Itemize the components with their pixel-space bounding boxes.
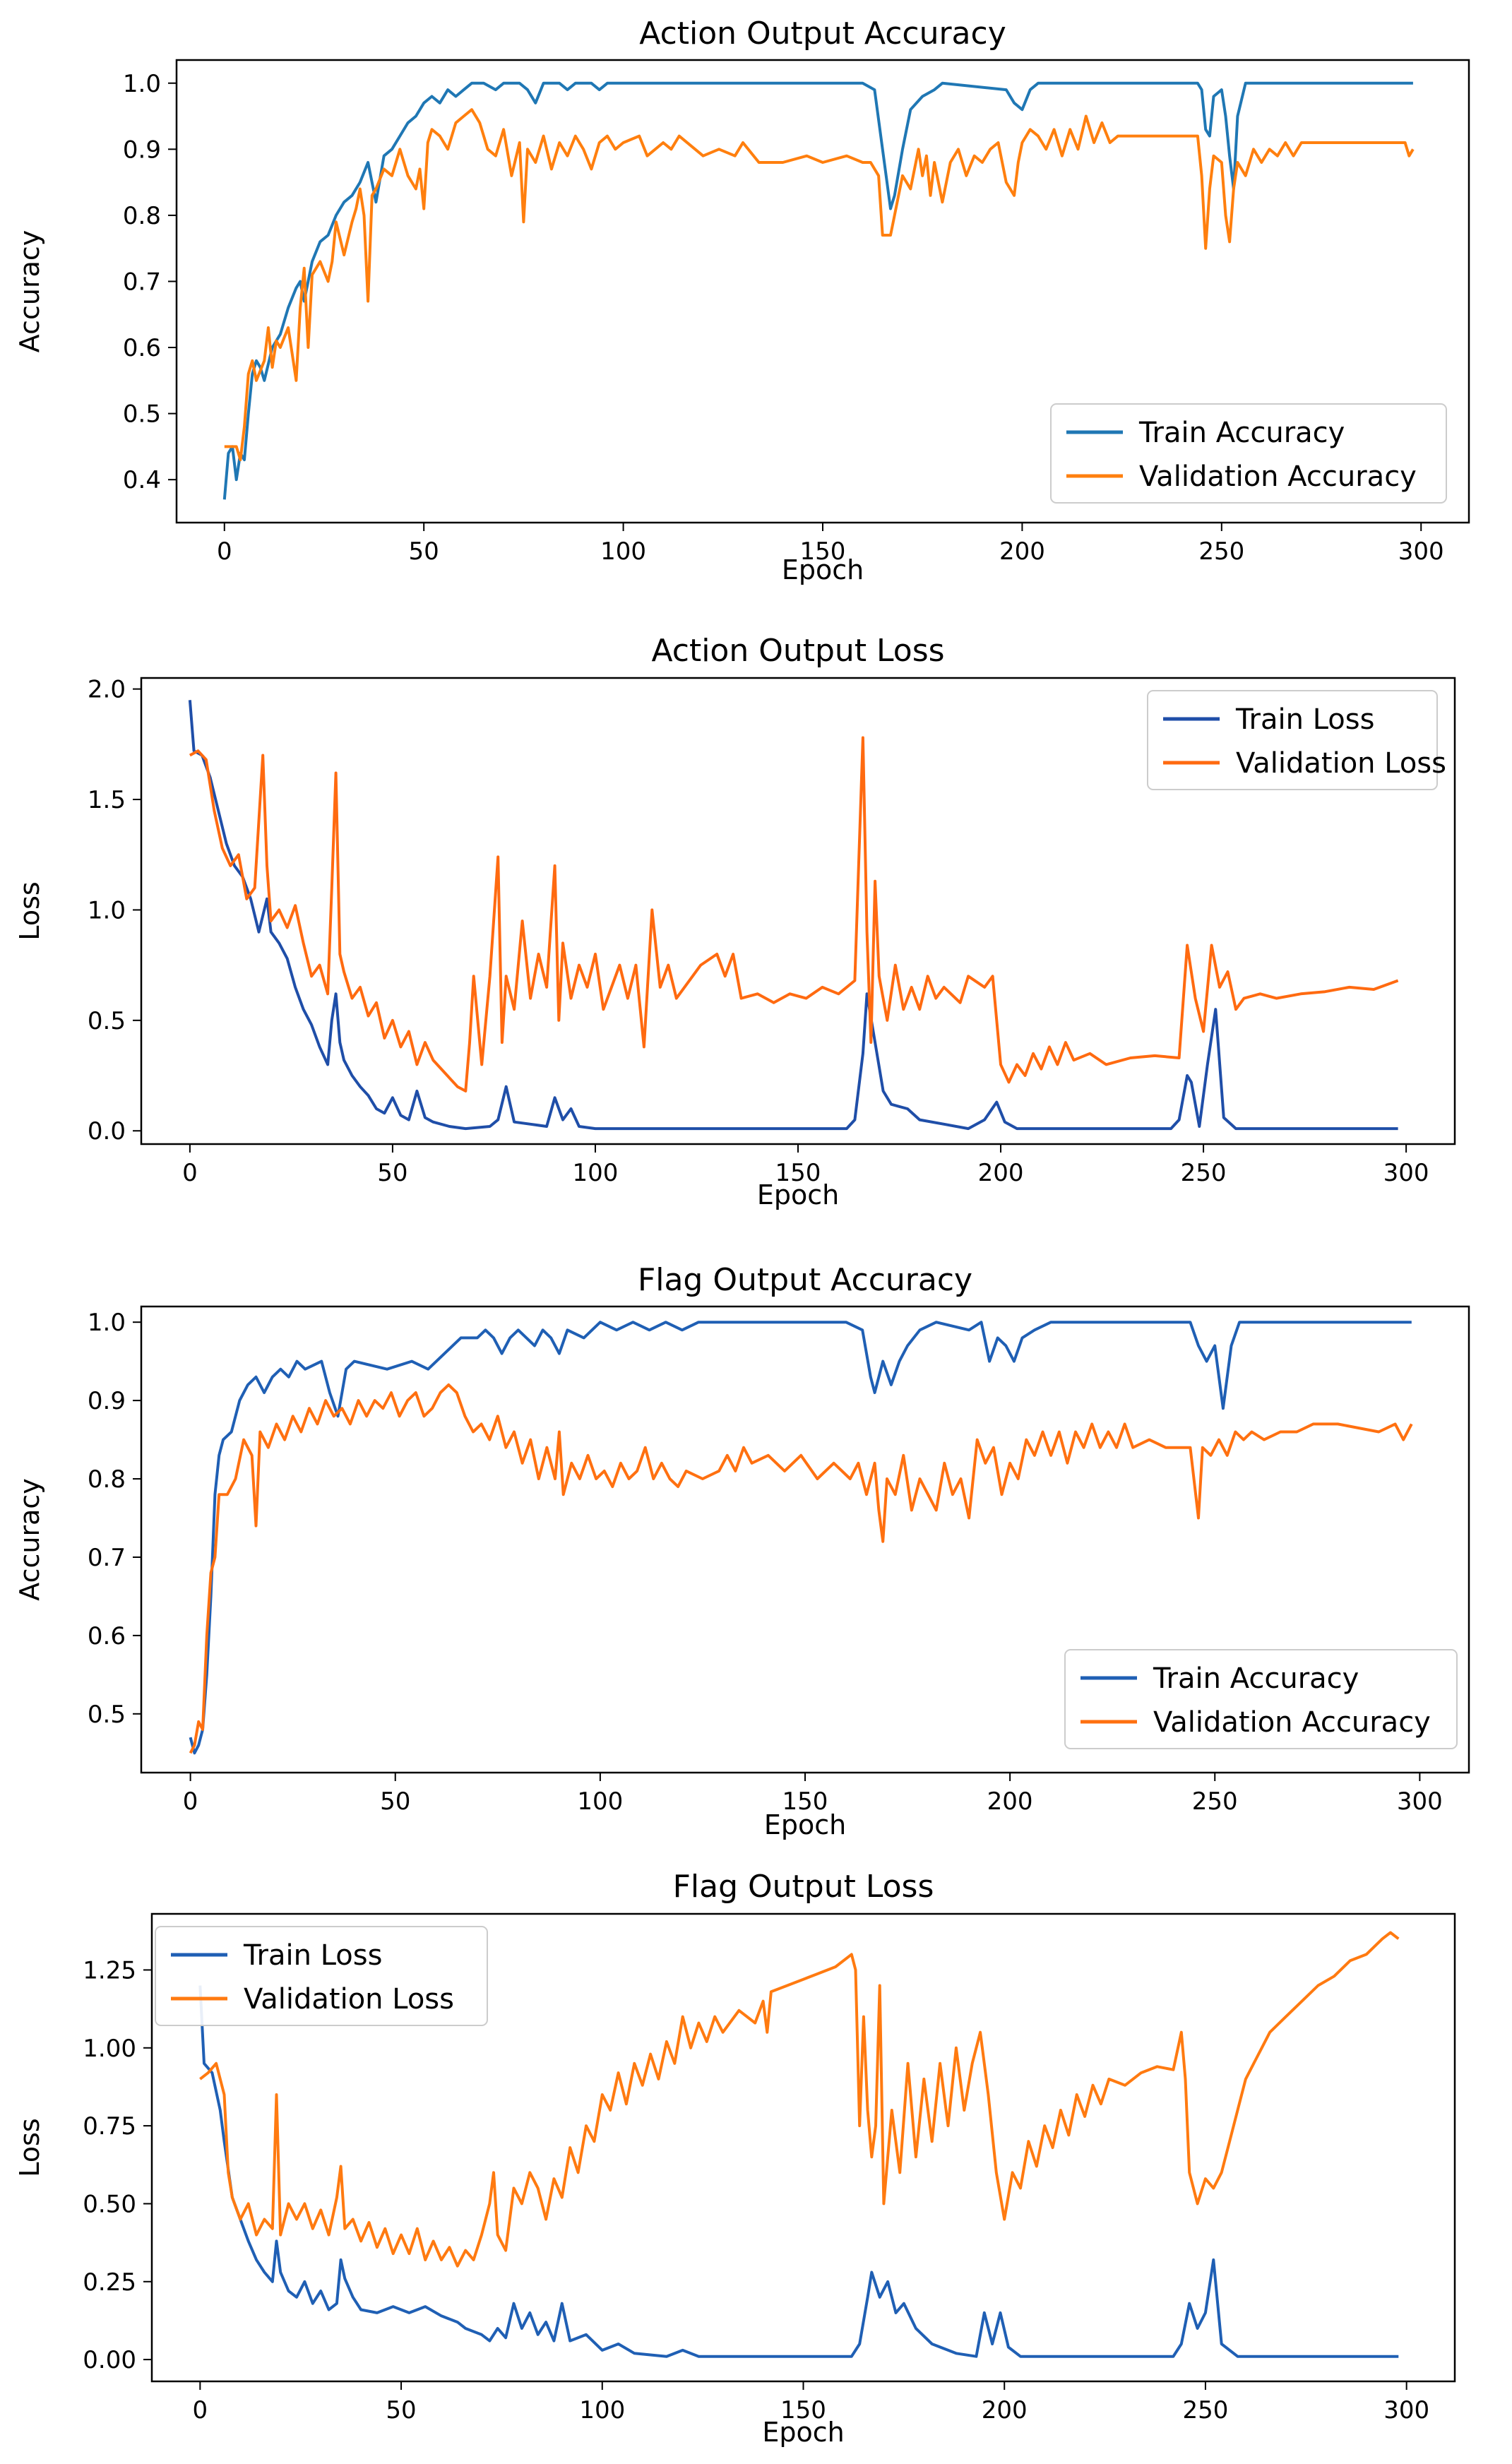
y-axis-label: Accuracy	[14, 230, 45, 353]
y-tick-label: 1.25	[83, 1956, 136, 1984]
legend-label: Validation Loss	[244, 1983, 454, 2016]
chart-3: Flag Output Accuracy 0 50 100 150 200 250 300 0.…	[14, 1262, 1470, 1840]
y-tick-label: 0.9	[88, 1387, 126, 1415]
y-tick-label: 0.50	[83, 2190, 136, 2218]
legend-box	[1050, 403, 1447, 504]
plot-frame	[140, 677, 1456, 1145]
x-tick-label: 250	[1192, 1787, 1238, 1816]
y-axis-label: Loss	[14, 881, 45, 940]
y-axis-label: Loss	[14, 2118, 45, 2177]
x-tick-label: 100	[573, 1159, 619, 1187]
series-line-train-loss	[188, 700, 1398, 1131]
y-tick-label: 0.7	[123, 268, 161, 296]
x-tick-label: 200	[987, 1787, 1033, 1816]
y-tick-label: 0.75	[83, 2112, 136, 2141]
x-tick-label: 250	[1198, 537, 1244, 566]
legend-label: Validation Accuracy	[1153, 1706, 1431, 1739]
plot-frame	[175, 59, 1470, 524]
legend-label: Train Accuracy	[1153, 1662, 1359, 1695]
x-tick-label: 150	[782, 1787, 828, 1816]
y-tick-label: 0.25	[83, 2268, 136, 2297]
y-tick-label: 0.5	[88, 1701, 126, 1729]
y-tick-label: 0.00	[83, 2346, 136, 2374]
y-tick-label: 1.0	[88, 1309, 126, 1337]
series-line-validation-accuracy	[224, 108, 1415, 462]
y-tick-label: 1.0	[88, 896, 126, 924]
y-tick-label: 0.8	[88, 1465, 126, 1494]
x-tick-label: 50	[386, 2396, 416, 2424]
legend-box	[1147, 690, 1438, 790]
chart-4: Flag Output Loss 0 50 100 150 200 250 300 0.00 0.…	[14, 1869, 1456, 2448]
x-axis-label: Epoch	[782, 554, 864, 585]
legend: Train Loss Validation Loss	[1147, 690, 1446, 790]
x-tick-label: 100	[577, 1787, 623, 1816]
y-tick-label: 2.0	[88, 676, 126, 704]
x-tick-label: 50	[409, 537, 439, 566]
legend-label: Train Loss	[1235, 703, 1374, 736]
legend: Train Accuracy Validation Accuracy	[1050, 403, 1447, 504]
series-line-validation-loss	[189, 736, 1399, 1093]
legend-label: Validation Loss	[1236, 747, 1446, 780]
series-line-train-loss	[198, 1985, 1399, 2358]
x-tick-label: 100	[579, 2396, 625, 2424]
y-tick-label: 0.5	[88, 1007, 126, 1035]
plot-frame	[150, 1912, 1456, 2383]
x-tick-label: 150	[800, 537, 846, 566]
x-tick-label: 50	[377, 1159, 407, 1187]
legend: Train Accuracy Validation Accuracy	[1064, 1649, 1458, 1749]
chart-title: Flag Output Loss	[673, 1869, 934, 1905]
legend: Train Loss Validation Loss	[155, 1926, 488, 2026]
x-tick-label: 200	[999, 537, 1045, 566]
y-tick-label: 0.8	[123, 202, 161, 230]
y-tick-label: 0.0	[88, 1117, 126, 1145]
plot-frame	[140, 1305, 1470, 1774]
chart-title: Action Output Loss	[651, 633, 944, 669]
x-tick-label: 250	[1181, 1159, 1227, 1187]
chart-1: Action Output Accuracy 0 50 100 150 200 250 300…	[14, 16, 1470, 585]
x-axis-label: Epoch	[764, 1809, 846, 1840]
x-tick-label: 150	[780, 2396, 826, 2424]
x-tick-label: 250	[1182, 2396, 1228, 2424]
chart-title: Flag Output Accuracy	[638, 1262, 972, 1298]
series-line-validation-loss	[199, 1931, 1400, 2268]
x-tick-label: 150	[775, 1159, 821, 1187]
y-tick-label: 0.7	[88, 1544, 126, 1572]
y-axis-label: Accuracy	[14, 1478, 45, 1601]
x-axis-label: Epoch	[757, 1179, 839, 1210]
y-tick-label: 1.0	[123, 70, 161, 98]
y-tick-label: 1.5	[88, 786, 126, 814]
legend-box	[1064, 1649, 1458, 1749]
series-line-validation-accuracy	[189, 1383, 1413, 1754]
x-axis-label: Epoch	[762, 2417, 844, 2448]
x-tick-label: 0	[217, 537, 232, 566]
x-tick-label: 300	[1383, 1159, 1429, 1187]
x-tick-label: 200	[982, 2396, 1028, 2424]
x-tick-label: 0	[193, 2396, 208, 2424]
x-tick-label: 50	[380, 1787, 410, 1816]
legend-box	[155, 1926, 488, 2026]
series-line-train-accuracy	[189, 1321, 1412, 1755]
y-tick-label: 0.6	[88, 1622, 126, 1650]
x-tick-label: 0	[183, 1787, 198, 1816]
x-tick-label: 300	[1383, 2396, 1429, 2424]
x-tick-label: 0	[182, 1159, 198, 1187]
legend-label: Validation Accuracy	[1139, 460, 1417, 493]
y-tick-label: 0.6	[123, 334, 161, 362]
y-tick-label: 0.9	[123, 136, 161, 164]
y-tick-label: 0.5	[123, 400, 161, 429]
legend-label: Train Loss	[243, 1939, 382, 1972]
x-tick-label: 300	[1398, 537, 1444, 566]
x-tick-label: 300	[1397, 1787, 1443, 1816]
legend-label: Train Accuracy	[1138, 417, 1345, 449]
y-tick-label: 0.4	[123, 466, 161, 494]
y-tick-label: 1.00	[83, 2035, 136, 2063]
chart-2: Action Output Loss 0 50 100 150 200 250 300 0.0 0…	[14, 633, 1456, 1210]
x-tick-label: 200	[978, 1159, 1024, 1187]
chart-title: Action Output Accuracy	[639, 16, 1006, 52]
series-line-train-accuracy	[222, 81, 1413, 500]
x-tick-label: 100	[600, 537, 646, 566]
